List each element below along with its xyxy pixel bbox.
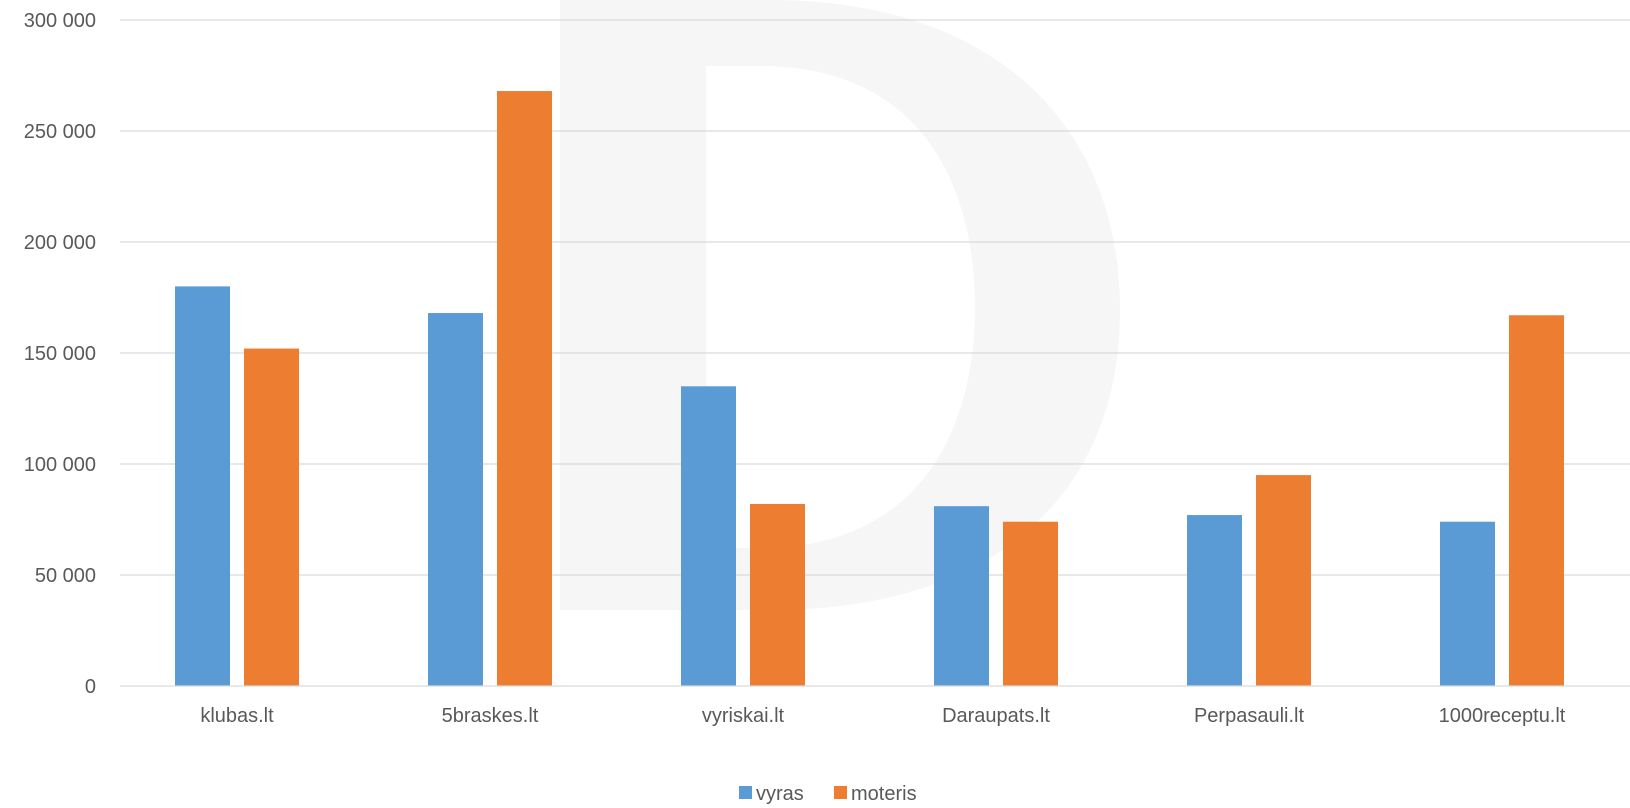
y-tick-label: 300 000	[24, 10, 96, 32]
d-logo-watermark-shape	[560, 0, 1120, 610]
bar-vyras	[175, 286, 230, 686]
bar-moteris	[750, 503, 805, 686]
bar-vyras	[428, 313, 483, 686]
bar-vyras	[1440, 521, 1495, 686]
x-category-label: klubas.lt	[200, 705, 274, 727]
x-category-label: vyriskai.lt	[702, 705, 785, 727]
bar-vyras	[934, 506, 989, 686]
legend: vyras moteris	[739, 783, 917, 805]
bar-moteris	[1509, 315, 1564, 686]
d-logo-watermark-icon	[560, 0, 1120, 610]
y-tick-label: 50 000	[35, 565, 96, 587]
x-category-label: 5braskes.lt	[442, 705, 539, 727]
legend-item-moteris: moteris	[834, 783, 917, 805]
y-tick-label: 250 000	[24, 121, 96, 143]
legend-label: vyras	[756, 783, 804, 805]
y-tick-label: 100 000	[24, 454, 96, 476]
x-category-label: Perpasauli.lt	[1194, 705, 1305, 727]
legend-label: moteris	[851, 783, 917, 805]
legend-item-vyras: vyras	[739, 783, 804, 805]
bar-vyras	[1187, 515, 1242, 686]
bar-moteris	[244, 348, 299, 686]
y-tick-label: 200 000	[24, 232, 96, 254]
bar-vyras	[681, 386, 736, 686]
bar-moteris	[497, 91, 552, 687]
bar-moteris	[1256, 475, 1311, 686]
gridlines	[120, 19, 1630, 576]
x-axis-category-labels: klubas.lt 5braskes.lt vyriskai.lt Daraupats…	[200, 705, 1566, 727]
x-category-label: 1000receptu.lt	[1439, 705, 1566, 727]
bars	[175, 91, 1564, 687]
y-axis-tick-labels: 0 50 000 100 000 150 000 200 000 250 000 300 0…	[24, 10, 96, 698]
legend-swatch	[834, 786, 847, 799]
y-tick-label: 150 000	[24, 343, 96, 365]
y-tick-label: 0	[85, 676, 96, 698]
bar-moteris	[1003, 521, 1058, 686]
x-category-label: Daraupats.lt	[942, 705, 1050, 727]
legend-swatch	[739, 786, 752, 799]
